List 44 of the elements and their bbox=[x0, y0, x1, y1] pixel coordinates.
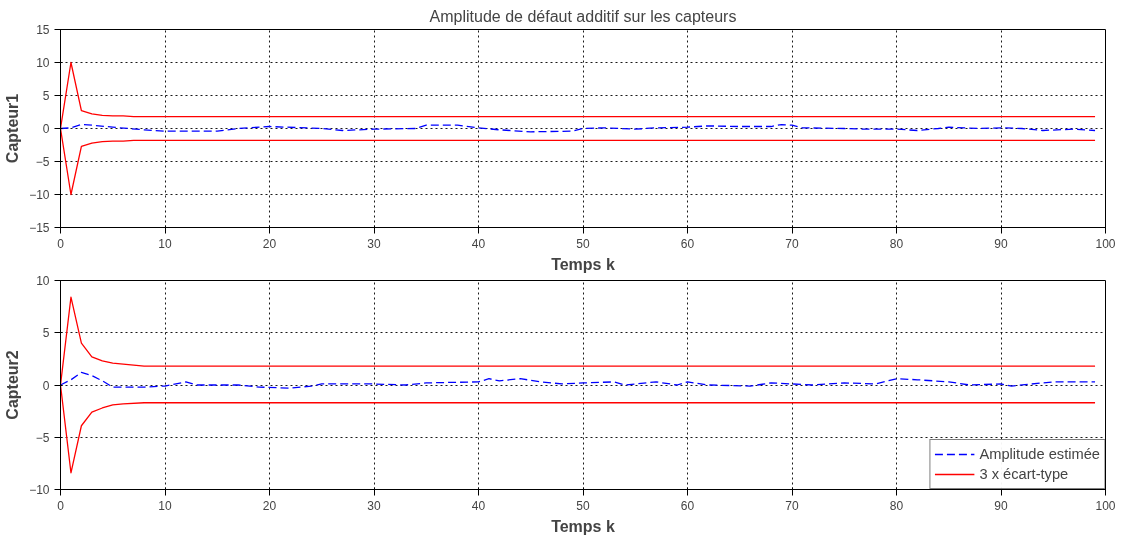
x-tick-label: 50 bbox=[576, 498, 590, 513]
x-tick-label: 60 bbox=[680, 236, 695, 251]
x-tick-label: 60 bbox=[680, 498, 695, 513]
y-tick-label: −10 bbox=[29, 188, 50, 202]
x-axis-title: Temps k bbox=[551, 255, 615, 273]
y-tick-label: 5 bbox=[42, 89, 50, 103]
y-tick-label: −15 bbox=[29, 221, 50, 235]
x-tick-label: 90 bbox=[994, 236, 1008, 251]
x-tick-label: 0 bbox=[57, 498, 65, 513]
y-tick-label: 0 bbox=[42, 378, 50, 393]
y-tick-label: −5 bbox=[35, 430, 50, 445]
y-tick-label: 5 bbox=[42, 326, 50, 341]
legend-label: Amplitude estimée bbox=[979, 446, 1100, 462]
y-tick-label: 15 bbox=[36, 23, 50, 37]
x-tick-label: 40 bbox=[471, 236, 486, 251]
y-axis-title: Capteur1 bbox=[4, 93, 22, 164]
x-tick-label: 10 bbox=[158, 498, 172, 513]
x-tick-label: 90 bbox=[994, 498, 1008, 513]
x-tick-label: 100 bbox=[1095, 236, 1116, 251]
x-tick-label: 0 bbox=[57, 236, 65, 251]
x-tick-label: 20 bbox=[262, 498, 277, 513]
line-series bbox=[60, 61, 1096, 196]
line-series bbox=[60, 123, 1096, 133]
y-tick-label: 0 bbox=[42, 122, 50, 136]
x-tick-label: 70 bbox=[785, 498, 799, 513]
line-series bbox=[60, 371, 1096, 389]
x-tick-label: 100 bbox=[1095, 498, 1116, 513]
x-tick-label: 80 bbox=[889, 236, 904, 251]
y-tick-label: 10 bbox=[36, 56, 50, 70]
x-tick-label: 30 bbox=[367, 498, 381, 513]
x-tick-label: 30 bbox=[367, 236, 381, 251]
y-tick-label: −10 bbox=[29, 483, 50, 497]
y-tick-label: 10 bbox=[36, 274, 50, 288]
legend-label: 3 x écart-type bbox=[979, 466, 1069, 482]
x-tick-label: 20 bbox=[262, 236, 277, 251]
x-axis-title: Temps k bbox=[551, 517, 615, 535]
x-tick-label: 80 bbox=[889, 498, 904, 513]
y-tick-label: −5 bbox=[35, 155, 50, 169]
x-tick-label: 40 bbox=[471, 498, 486, 513]
x-tick-label: 70 bbox=[785, 236, 799, 251]
y-axis-title: Capteur2 bbox=[4, 350, 22, 420]
x-tick-label: 50 bbox=[576, 236, 590, 251]
x-tick-label: 10 bbox=[158, 236, 172, 251]
chart-title: Amplitude de défaut additif sur les capteurs bbox=[429, 7, 737, 25]
